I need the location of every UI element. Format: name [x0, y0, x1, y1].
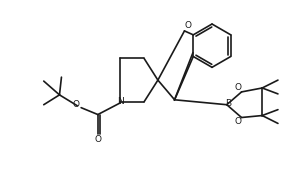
Text: O: O — [94, 135, 101, 144]
Text: N: N — [117, 97, 124, 106]
Text: O: O — [234, 84, 241, 93]
Text: O: O — [234, 117, 241, 126]
Text: O: O — [73, 100, 80, 109]
Text: O: O — [185, 22, 192, 30]
Text: B: B — [225, 99, 231, 108]
